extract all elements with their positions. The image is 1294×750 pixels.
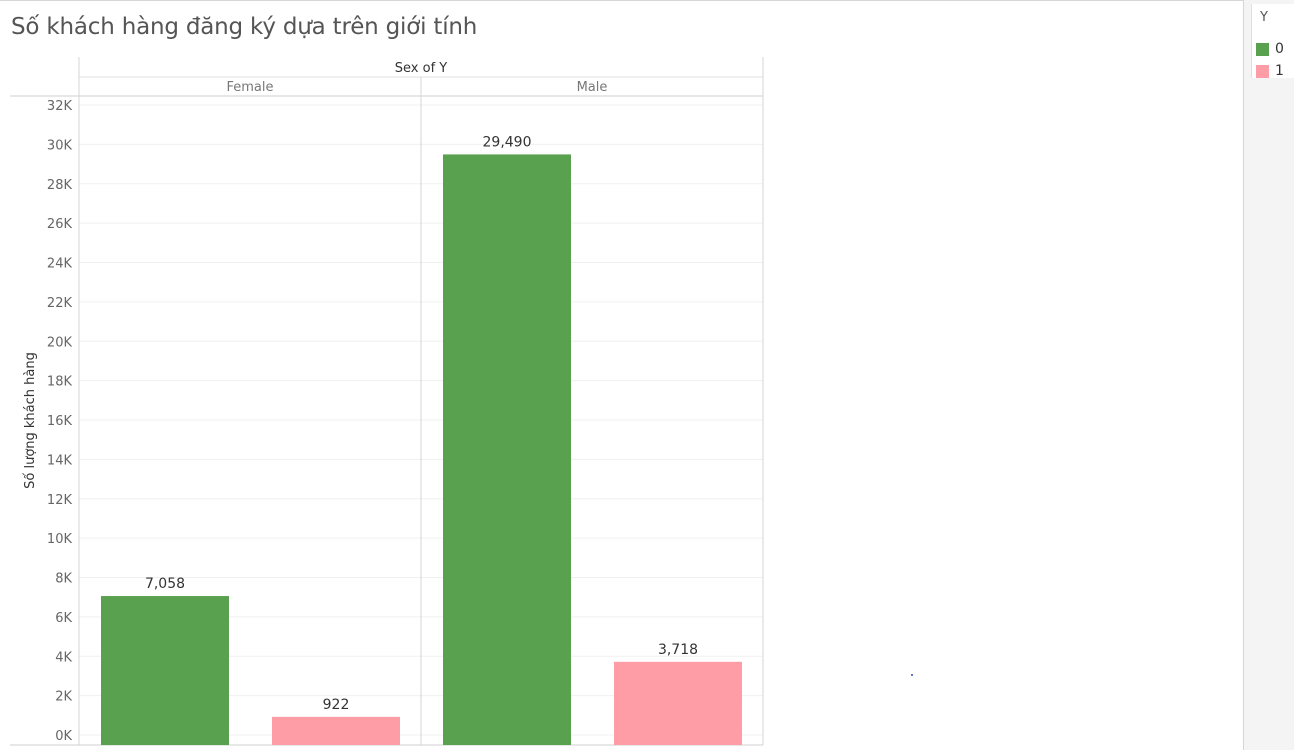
y-tick-label-26k: 26K <box>47 217 73 232</box>
y-tick-label-12k: 12K <box>47 493 73 508</box>
legend-label-1: 1 <box>1275 63 1284 79</box>
y-tick-label-16k: 16K <box>47 414 73 429</box>
bar-male-y0[interactable] <box>443 154 571 745</box>
y-tick-label-4k: 4K <box>55 650 72 665</box>
color-legend[interactable]: Y 0 1 <box>1251 4 1294 79</box>
y-tick-label-8k: 8K <box>55 572 72 587</box>
y-tick-label-20k: 20K <box>47 335 73 350</box>
stray-dot <box>911 674 913 676</box>
y-tick-label-24k: 24K <box>47 257 73 272</box>
legend-title: Y <box>1260 10 1268 25</box>
category-label-female: Female <box>226 80 273 95</box>
legend-label-0: 0 <box>1275 41 1284 57</box>
data-label-male-y1: 3,718 <box>658 642 698 658</box>
y-tick-label-2k: 2K <box>55 690 72 705</box>
column-header: Sex of Y <box>395 61 448 76</box>
legend-swatch-1 <box>1256 65 1269 78</box>
data-label-female-y1: 922 <box>323 697 350 713</box>
y-tick-label-30k: 30K <box>47 138 73 153</box>
y-tick-label-6k: 6K <box>55 611 72 626</box>
sheet-top-border <box>0 0 1243 1</box>
bar-female-y1[interactable] <box>272 716 400 745</box>
data-label-female-y0: 7,058 <box>145 576 185 592</box>
y-axis-title: Số lượng khách hàng <box>23 352 38 489</box>
y-tick-label-10k: 10K <box>47 532 73 547</box>
bar-female-y0[interactable] <box>101 596 229 745</box>
bar-chart: Sex of Y Female Male 0K 2K 4K 6K 8K 10K 12K 14K 16K… <box>10 57 764 746</box>
bar-male-y1[interactable] <box>614 661 742 745</box>
y-tick-label-22k: 22K <box>47 296 73 311</box>
right-side-panel <box>1243 0 1294 750</box>
y-tick-label-18k: 18K <box>47 375 73 390</box>
data-label-male-y0: 29,490 <box>483 134 532 150</box>
y-tick-label-32k: 32K <box>47 99 73 114</box>
y-tick-label-28k: 28K <box>47 178 73 193</box>
legend-swatch-0 <box>1256 43 1269 56</box>
y-tick-label-0k: 0K <box>55 729 72 744</box>
chart-title: Số khách hàng đăng ký dựa trên giới tính <box>11 14 478 40</box>
category-label-male: Male <box>577 80 608 95</box>
y-tick-label-14k: 14K <box>47 453 73 468</box>
